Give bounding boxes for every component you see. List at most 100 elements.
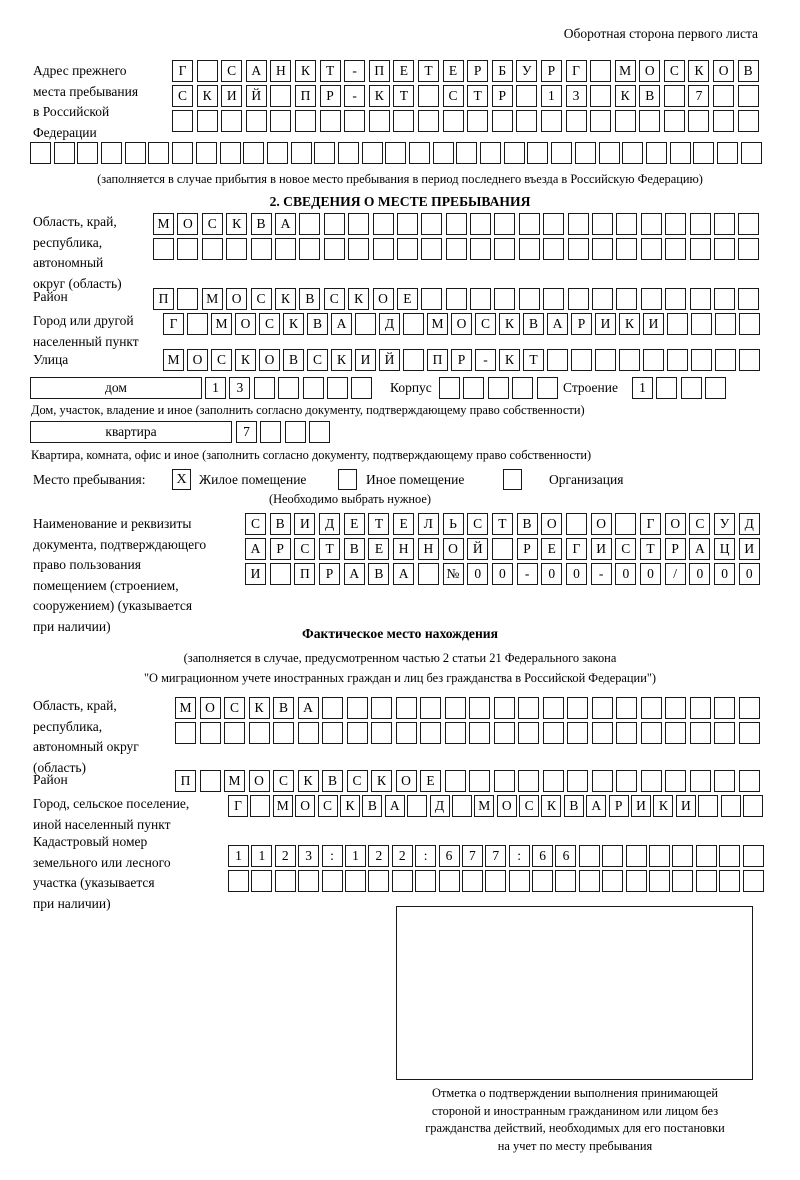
char-cell[interactable] (516, 110, 538, 132)
char-cell[interactable] (346, 697, 368, 719)
char-cell[interactable] (469, 770, 490, 792)
char-cell[interactable]: Н (393, 538, 415, 560)
char-cell[interactable] (199, 770, 221, 792)
char-cell[interactable]: П (153, 288, 174, 310)
char-cell[interactable]: Ц (714, 538, 736, 560)
char-cell[interactable]: 1 (540, 85, 562, 107)
char-cell[interactable]: А (547, 313, 568, 335)
char-cell[interactable]: С (689, 513, 711, 535)
char-cell[interactable] (640, 288, 662, 310)
char-cell[interactable]: С (519, 795, 540, 817)
char-cell[interactable]: У (516, 60, 538, 82)
char-cell[interactable]: М (175, 697, 196, 719)
char-cell[interactable] (719, 845, 741, 867)
char-cell[interactable] (737, 110, 759, 132)
char-cell[interactable] (199, 722, 221, 744)
char-cell[interactable] (643, 349, 664, 371)
char-cell[interactable] (361, 142, 383, 164)
char-cell[interactable]: С (224, 697, 245, 719)
char-cell[interactable] (153, 238, 174, 260)
char-cell[interactable]: О (664, 513, 686, 535)
char-cell[interactable] (543, 238, 565, 260)
char-cell[interactable] (219, 142, 241, 164)
char-cell[interactable]: И (631, 795, 652, 817)
char-cell[interactable] (667, 313, 688, 335)
char-cell[interactable] (456, 142, 478, 164)
char-cell[interactable] (592, 213, 614, 235)
char-cell[interactable] (689, 722, 711, 744)
checkbox-other-premises[interactable] (338, 469, 357, 490)
char-cell[interactable] (224, 722, 245, 744)
char-cell[interactable] (245, 110, 267, 132)
char-cell[interactable] (415, 870, 437, 892)
char-cell[interactable]: О (295, 795, 316, 817)
char-cell[interactable]: К (226, 213, 248, 235)
char-cell[interactable] (542, 770, 564, 792)
char-cell[interactable]: В (563, 795, 584, 817)
char-cell[interactable]: В (273, 697, 294, 719)
char-cell[interactable] (567, 213, 589, 235)
char-cell[interactable] (518, 213, 540, 235)
char-cell[interactable]: Н (270, 60, 292, 82)
char-cell[interactable] (175, 722, 196, 744)
char-cell[interactable]: Д (738, 513, 760, 535)
char-cell[interactable] (461, 870, 483, 892)
char-cell[interactable]: Е (420, 770, 441, 792)
char-cell[interactable]: В (322, 770, 343, 792)
char-cell[interactable]: Р (269, 538, 291, 560)
char-cell[interactable]: Й (467, 538, 489, 560)
char-cell[interactable]: С (317, 795, 338, 817)
char-cell[interactable]: М (224, 770, 245, 792)
char-cell[interactable] (669, 142, 691, 164)
char-cell[interactable]: М (163, 349, 184, 371)
char-cell[interactable]: Р (319, 85, 341, 107)
char-cell[interactable]: С (615, 538, 637, 560)
char-cell[interactable]: В (737, 60, 759, 82)
char-cell[interactable]: К (274, 288, 296, 310)
char-cell[interactable]: 6 (555, 845, 577, 867)
char-cell[interactable] (595, 349, 616, 371)
char-cell[interactable] (494, 213, 516, 235)
char-cell[interactable]: К (619, 313, 640, 335)
char-cell[interactable] (323, 238, 345, 260)
char-cell[interactable]: О (199, 697, 221, 719)
char-cell[interactable]: К (339, 795, 360, 817)
char-cell[interactable] (469, 722, 490, 744)
char-cell[interactable] (705, 377, 727, 399)
char-cell[interactable]: Р (451, 349, 472, 371)
char-cell[interactable]: Г (565, 60, 587, 82)
char-cell[interactable] (493, 722, 515, 744)
char-cell[interactable]: : (508, 845, 530, 867)
char-cell[interactable]: К (371, 770, 392, 792)
char-cell[interactable]: : (321, 845, 343, 867)
char-cell[interactable]: К (499, 349, 520, 371)
char-cell[interactable] (663, 110, 685, 132)
char-cell[interactable] (420, 697, 441, 719)
char-cell[interactable]: П (294, 85, 316, 107)
char-cell[interactable] (739, 313, 760, 335)
char-cell[interactable] (738, 770, 760, 792)
char-cell[interactable] (622, 142, 644, 164)
char-cell[interactable] (713, 85, 735, 107)
char-cell[interactable] (565, 110, 587, 132)
char-cell[interactable]: С (475, 313, 496, 335)
char-cell[interactable] (547, 349, 568, 371)
char-cell[interactable] (591, 770, 613, 792)
char-cell[interactable]: К (248, 697, 270, 719)
char-cell[interactable] (672, 870, 694, 892)
char-cell[interactable] (266, 142, 288, 164)
char-cell[interactable] (260, 421, 282, 443)
char-cell[interactable] (598, 142, 620, 164)
char-cell[interactable]: Е (368, 538, 390, 560)
char-cell[interactable] (565, 513, 587, 535)
char-cell[interactable] (640, 722, 662, 744)
char-cell[interactable]: В (639, 85, 661, 107)
char-cell[interactable]: Г (640, 513, 661, 535)
char-cell[interactable]: 0 (714, 563, 736, 585)
char-cell[interactable] (665, 770, 686, 792)
char-cell[interactable]: Т (393, 85, 415, 107)
char-cell[interactable]: 1 (205, 377, 226, 399)
char-cell[interactable] (695, 870, 717, 892)
char-cell[interactable]: Г (163, 313, 184, 335)
char-cell[interactable] (417, 85, 439, 107)
